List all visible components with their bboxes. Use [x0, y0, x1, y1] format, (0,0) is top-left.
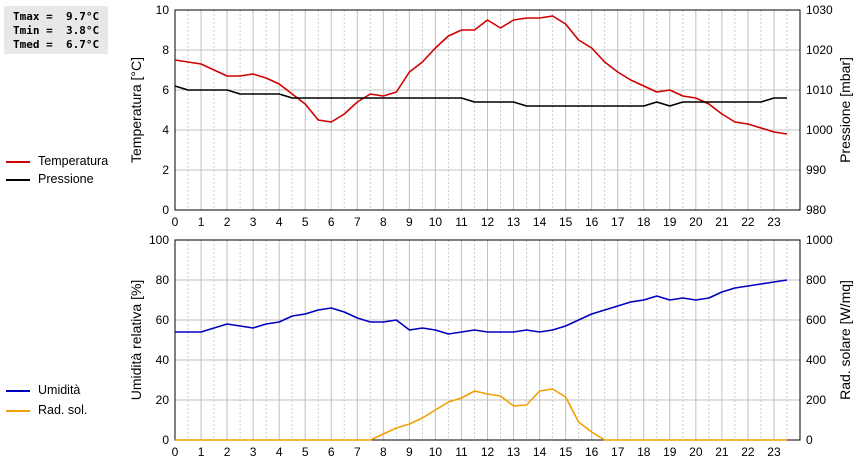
y-left-tick-label: 10 — [156, 3, 170, 17]
x-tick-label: 15 — [559, 215, 573, 229]
y-left-tick-label: 8 — [162, 43, 169, 57]
y-left-tick-label: 4 — [162, 123, 169, 137]
x-tick-label: 13 — [507, 215, 521, 229]
x-tick-label: 14 — [533, 215, 547, 229]
x-tick-label: 9 — [406, 215, 413, 229]
series-line-rad-sol — [175, 388, 787, 441]
x-tick-label: 21 — [715, 445, 729, 459]
x-tick-label: 22 — [741, 445, 755, 459]
legend-label-umidita: Umidità — [38, 383, 81, 397]
y-left-tick-label: 20 — [156, 393, 170, 407]
top-chart: 0 1 2 3 4 5 6 7 8 9 10 11 12 13 14 15 16 17 18 19 20 21 22 2302… — [128, 3, 853, 229]
stats-box: Tmax = 9.7°C Tmin = 3.8°C Tmed = 6.7°C — [4, 6, 108, 54]
plot-frame — [174, 239, 801, 441]
x-tick-label: 0 — [172, 445, 179, 459]
x-tick-label: 16 — [585, 445, 599, 459]
x-tick-label: 7 — [354, 215, 361, 229]
y-right-axis-title: Pressione [mbar] — [837, 57, 853, 163]
x-tick-label: 18 — [637, 215, 651, 229]
y-right-tick-label: 990 — [806, 163, 826, 177]
y-left-tick-label: 40 — [156, 353, 170, 367]
bottom-chart: 0 1 2 3 4 5 6 7 8 9 10 11 12 13 14 15 16 17 18 19 20 21 22 2302… — [128, 233, 853, 459]
x-tick-label: 4 — [276, 215, 283, 229]
x-tick-label: 6 — [328, 215, 335, 229]
y-right-tick-label: 1010 — [806, 83, 833, 97]
x-tick-label: 11 — [455, 215, 468, 229]
legend-swatch-temperatura — [6, 161, 30, 163]
x-tick-label: 6 — [328, 445, 335, 459]
x-tick-label: 1 — [198, 445, 205, 459]
x-tick-label: 17 — [611, 445, 625, 459]
x-tick-label: 12 — [481, 445, 495, 459]
y-left-axis-title: Umidità relativa [%] — [128, 280, 144, 401]
x-tick-label: 2 — [224, 445, 231, 459]
y-left-tick-label: 100 — [149, 233, 169, 247]
legend-label-pressione: Pressione — [38, 172, 94, 186]
x-tick-label: 5 — [302, 445, 309, 459]
x-tick-label: 22 — [741, 215, 755, 229]
x-tick-label: 19 — [663, 445, 677, 459]
x-tick-label: 13 — [507, 445, 521, 459]
y-left-tick-label: 0 — [162, 433, 169, 447]
y-right-tick-label: 600 — [806, 313, 826, 327]
x-tick-label: 23 — [767, 215, 781, 229]
x-tick-label: 0 — [172, 215, 179, 229]
legend-swatch-pressione — [6, 179, 30, 181]
x-tick-label: 20 — [689, 445, 703, 459]
x-tick-label: 19 — [663, 215, 677, 229]
y-right-tick-label: 0 — [806, 433, 813, 447]
y-left-tick-label: 2 — [162, 163, 169, 177]
x-tick-label: 8 — [380, 445, 387, 459]
x-tick-label: 15 — [559, 445, 573, 459]
legend-swatch-rad-sol — [6, 410, 30, 412]
y-right-tick-label: 200 — [806, 393, 826, 407]
x-tick-label: 3 — [250, 215, 257, 229]
legend-label-rad-sol: Rad. sol. — [38, 403, 88, 417]
x-tick-label: 16 — [585, 215, 599, 229]
legend-label-temperatura: Temperatura — [38, 154, 109, 168]
y-left-axis-title: Temperatura [°C] — [128, 57, 144, 163]
x-tick-label: 14 — [533, 445, 547, 459]
x-tick-label: 7 — [354, 445, 361, 459]
y-right-tick-label: 1000 — [806, 123, 833, 137]
y-left-tick-label: 80 — [156, 273, 170, 287]
y-right-tick-label: 1020 — [806, 43, 833, 57]
x-tick-label: 5 — [302, 215, 309, 229]
x-tick-label: 21 — [715, 215, 729, 229]
x-tick-label: 2 — [224, 215, 231, 229]
y-left-tick-label: 60 — [156, 313, 170, 327]
x-tick-label: 23 — [767, 445, 781, 459]
x-tick-label: 8 — [380, 215, 387, 229]
x-tick-label: 17 — [611, 215, 625, 229]
x-tick-label: 20 — [689, 215, 703, 229]
y-right-axis-title: Rad. solare [W/mq] — [837, 280, 853, 400]
y-right-tick-label: 980 — [806, 203, 826, 217]
series-line-umidit — [175, 279, 788, 335]
y-left-tick-label: 0 — [162, 203, 169, 217]
x-tick-label: 10 — [429, 445, 443, 459]
y-right-tick-label: 1030 — [806, 3, 833, 17]
x-tick-label: 12 — [481, 215, 495, 229]
series-line-temperatura — [174, 15, 788, 135]
tmax-label: Tmax = 9.7°C — [13, 10, 100, 23]
y-left-tick-label: 6 — [162, 83, 169, 97]
x-tick-label: 18 — [637, 445, 651, 459]
y-right-tick-label: 1000 — [806, 233, 833, 247]
tmed-label: Tmed = 6.7°C — [13, 38, 100, 51]
plot-frame — [174, 9, 801, 211]
series-line-pressione — [174, 85, 787, 107]
y-right-tick-label: 800 — [806, 273, 826, 287]
x-tick-label: 11 — [455, 445, 468, 459]
x-tick-label: 9 — [406, 445, 413, 459]
x-tick-label: 1 — [198, 215, 205, 229]
x-tick-label: 10 — [429, 215, 443, 229]
legend-swatch-umidita — [6, 390, 30, 392]
x-tick-label: 4 — [276, 445, 283, 459]
x-tick-label: 3 — [250, 445, 257, 459]
y-right-tick-label: 400 — [806, 353, 826, 367]
tmin-label: Tmin = 3.8°C — [13, 24, 100, 37]
